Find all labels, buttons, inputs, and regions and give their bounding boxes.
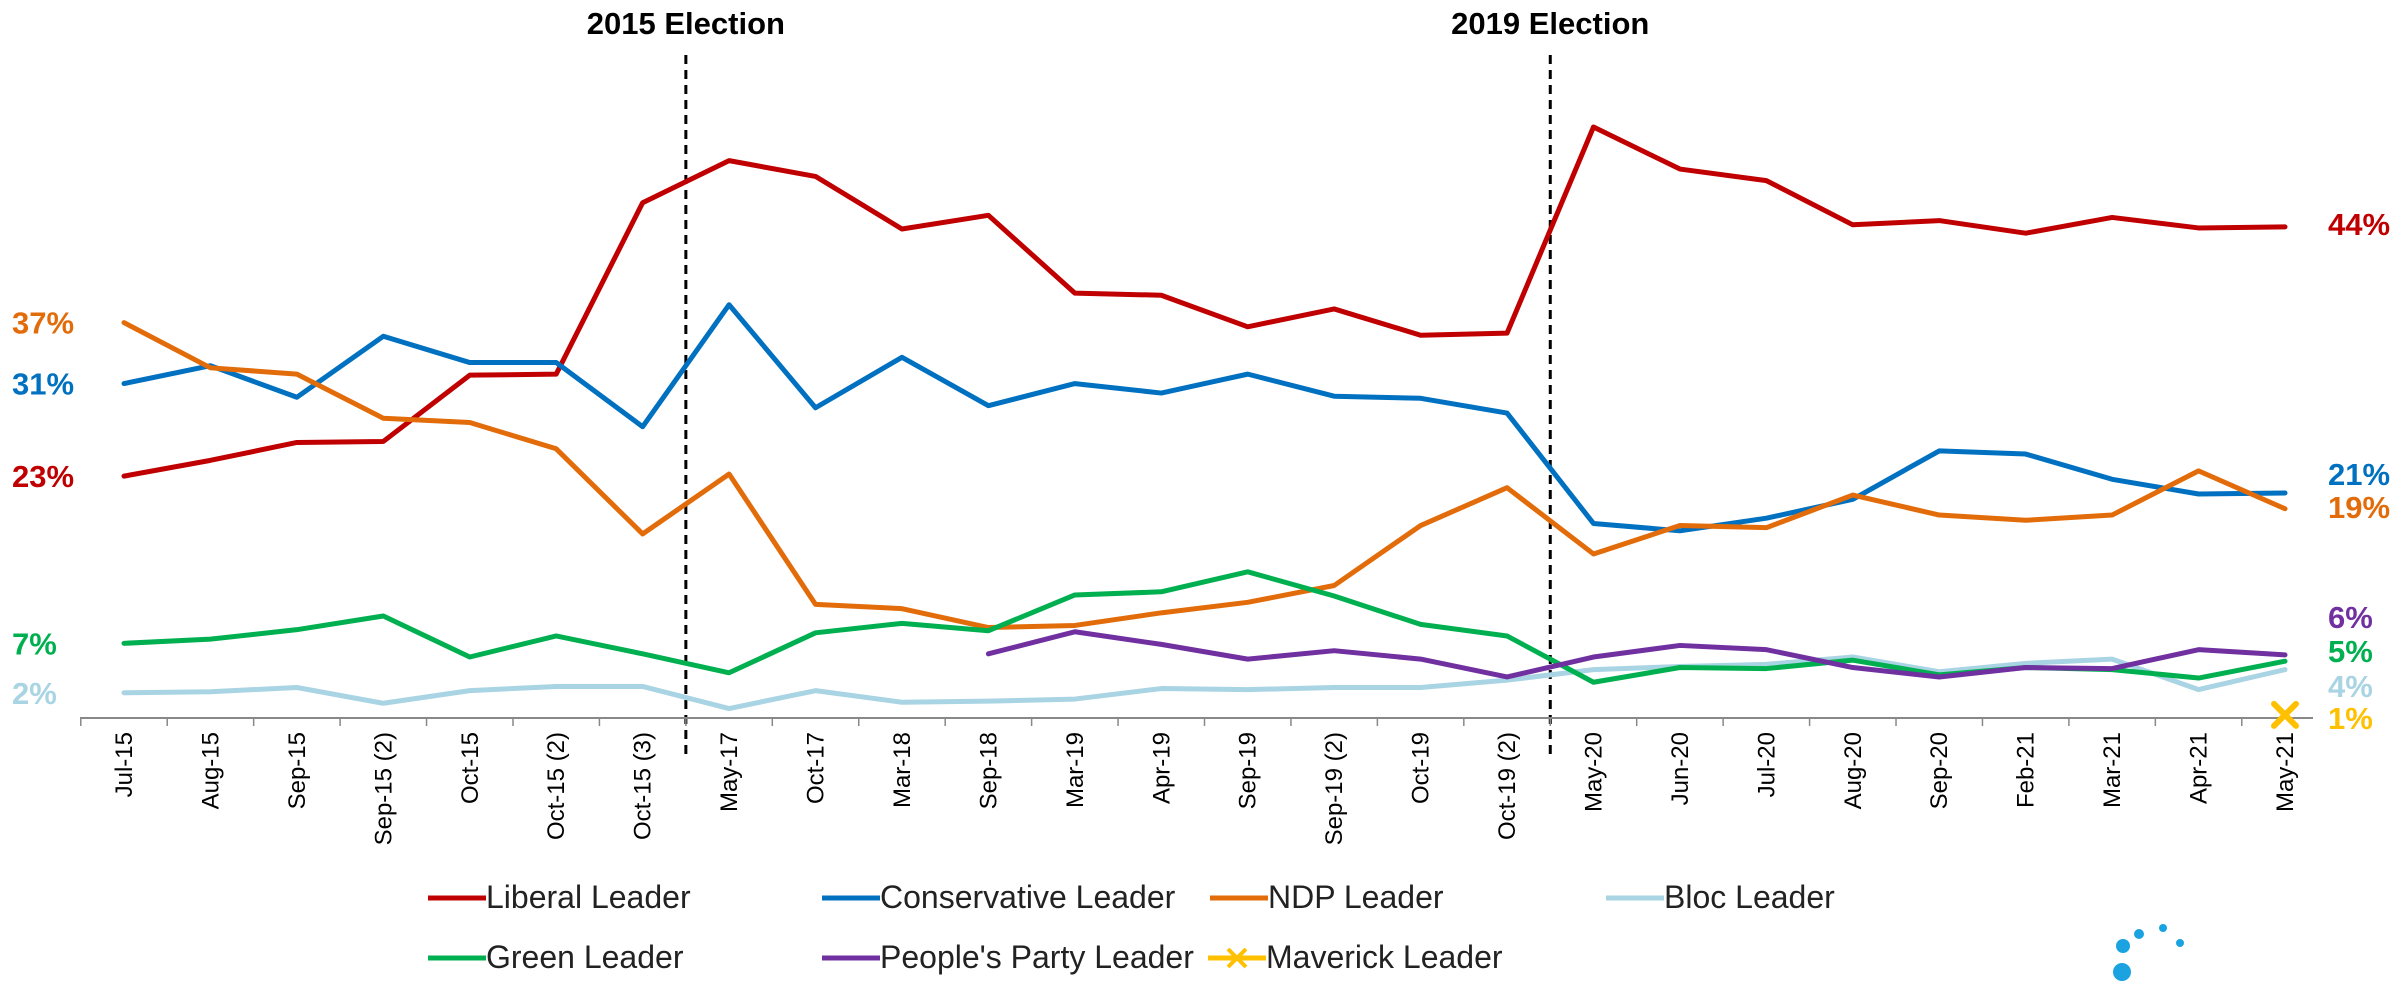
x-tick-label: Mar-19 [1062,732,1089,808]
x-tick-label: Jun-20 [1667,732,1694,805]
x-tick-label: Jul-15 [111,732,138,797]
start-label-ndp-leader: 37% [12,306,74,341]
x-tick-label: May-17 [716,732,743,812]
legend-label: Maverick Leader [1266,939,1503,975]
x-tick-label: Sep-19 (2) [1321,732,1348,845]
legend-item-people-s-party-leader: People's Party Leader [822,939,1194,975]
election-label: 2015 Election [587,6,785,41]
series-line-bloc-leader [124,657,2285,709]
x-tick-label: Sep-15 [284,732,311,809]
end-label-green-leader: 5% [2328,634,2373,669]
end-label-maverick-leader: 1% [2328,701,2373,736]
legend-item-bloc-leader: Bloc Leader [1606,879,1835,915]
series-value-labels: 23% 31% 37% 2% 7% 44% 21%19% 4%5%6% 1% [12,207,2390,736]
x-tick-label: Oct-17 [803,732,830,804]
legend-label: People's Party Leader [880,939,1194,975]
x-tick-label: Oct-19 [1408,732,1435,804]
x-tick-label: Aug-20 [1840,732,1867,809]
x-tick-label: Oct-15 (2) [543,732,570,840]
end-label-liberal-leader: 44% [2328,207,2390,242]
x-tick-label: Sep-20 [1926,732,1953,809]
start-label-bloc-leader: 2% [12,676,57,711]
legend-item-ndp-leader: NDP Leader [1210,879,1444,915]
start-label-liberal-leader: 23% [12,459,74,494]
series-line-green-leader [124,572,2285,682]
start-label-green-leader: 7% [12,626,57,661]
x-tick-label: Oct-15 [457,732,484,804]
legend-item-liberal-leader: Liberal Leader [428,879,691,915]
x-tick-label: Sep-18 [975,732,1002,809]
x-tick-label: Mar-21 [2099,732,2126,808]
logo-dots [2113,924,2184,981]
end-label-people-s-party-leader: 6% [2328,600,2373,635]
series-line-conservative-leader [124,305,2285,531]
legend-label: Liberal Leader [486,879,691,915]
x-tick-label: Feb-21 [2013,732,2040,808]
legend-item-maverick-leader: Maverick Leader [1208,939,1503,975]
x-tick-label: Mar-18 [889,732,916,808]
election-markers: 2015 Election 2019 Election [587,6,1650,758]
end-label-bloc-leader: 4% [2328,669,2373,704]
series-lines [124,127,2296,726]
election-label: 2019 Election [1451,6,1649,41]
x-tick-label: Aug-15 [197,732,224,809]
x-tick-label: May-21 [2272,732,2299,812]
legend-label: Green Leader [486,939,684,975]
legend-item-conservative-leader: Conservative Leader [822,879,1176,915]
x-tick-label: Oct-15 (3) [630,732,657,840]
end-label-conservative-leader: 21% [2328,457,2390,492]
start-label-conservative-leader: 31% [12,367,74,402]
series-marker-maverick-leader [2274,704,2296,726]
x-tick-label: Oct-19 (2) [1494,732,1521,840]
legend-item-green-leader: Green Leader [428,939,684,975]
legend-label: NDP Leader [1268,879,1444,915]
x-axis: Jul-15 Aug-15 Sep-15 Sep-15 (2) Oct-15 Oct-15… [80,718,2313,845]
x-tick-label: Sep-15 (2) [370,732,397,845]
legend: Liberal Leader Conservative Leader NDP Lea… [428,879,1835,975]
x-tick-label: Sep-19 [1235,732,1262,809]
x-tick-label: May-20 [1580,732,1607,812]
end-label-ndp-leader: 19% [2328,490,2390,525]
legend-label: Conservative Leader [880,879,1176,915]
x-tick-label: Apr-21 [2186,732,2213,804]
x-tick-label: Jul-20 [1753,732,1780,797]
x-tick-label: Apr-19 [1148,732,1175,804]
legend-label: Bloc Leader [1664,879,1835,915]
